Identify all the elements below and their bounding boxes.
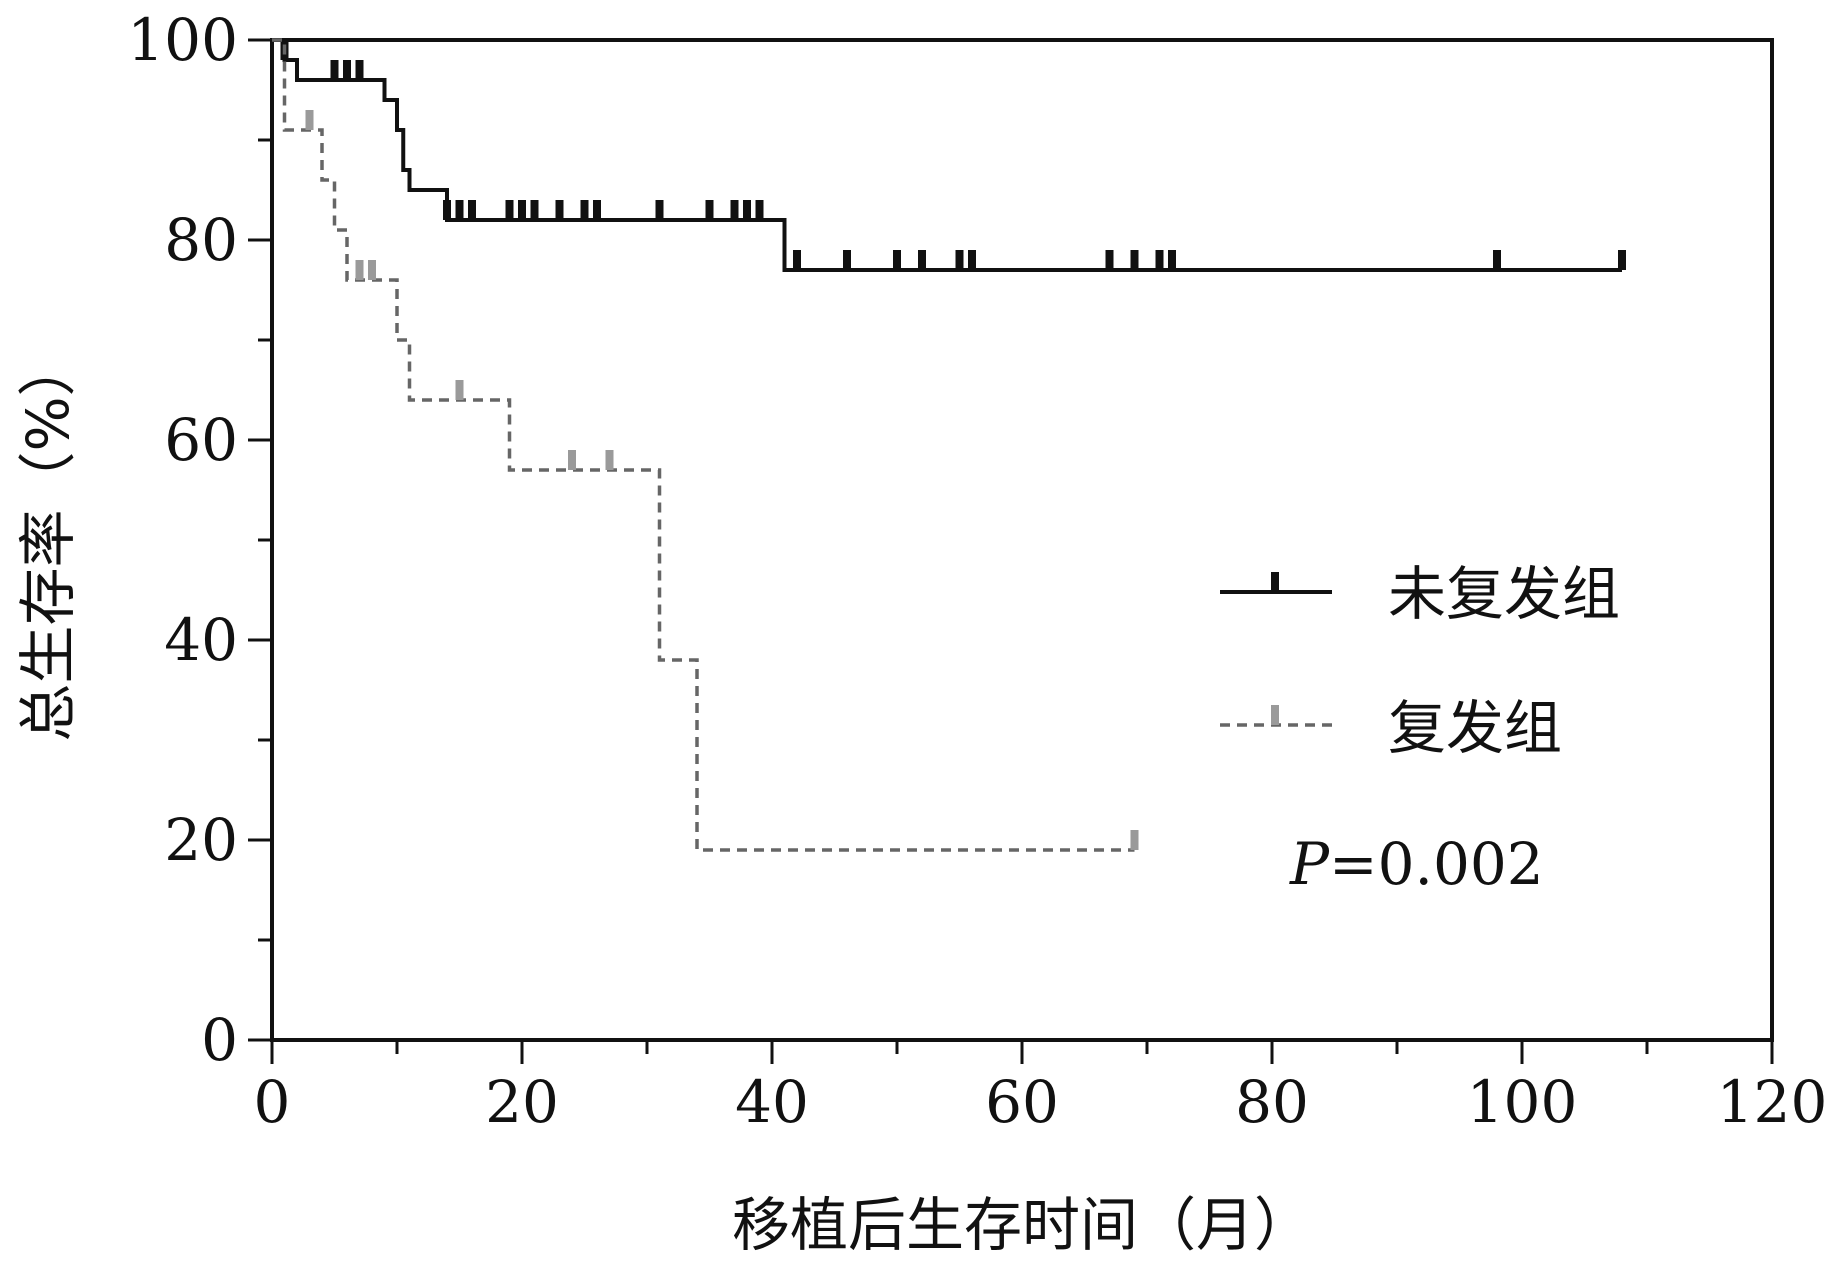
x-axis-title: 移植后生存时间（月） xyxy=(732,1191,1312,1259)
x-tick-label: 60 xyxy=(985,1068,1059,1136)
censor-mark-series-1 xyxy=(755,200,764,220)
x-tick-label: 80 xyxy=(1235,1068,1309,1136)
y-tick-label: 60 xyxy=(164,406,238,474)
legend-censor-series-2 xyxy=(1271,705,1279,725)
censor-mark-series-2 xyxy=(355,260,364,280)
censor-mark-series-2 xyxy=(1130,830,1139,850)
y-tick-label: 100 xyxy=(127,6,238,74)
minor-ticks xyxy=(258,138,1649,1054)
censor-mark-series-1 xyxy=(793,250,801,270)
censor-mark-series-1 xyxy=(968,250,976,270)
p-symbol: P xyxy=(1289,830,1330,898)
censor-mark-series-1 xyxy=(530,200,539,220)
censor-mark-series-1 xyxy=(555,200,564,220)
censor-mark-series-1 xyxy=(593,200,601,220)
censor-mark-series-2 xyxy=(368,260,376,280)
censor-mark-series-1 xyxy=(1130,250,1139,270)
legend-label-series-2: 复发组 xyxy=(1388,694,1562,762)
censor-mark-series-1 xyxy=(1618,250,1626,270)
y-axis-title: 总生存率（%） xyxy=(14,338,82,741)
y-tick-label: 20 xyxy=(164,806,238,874)
censor-mark-series-1 xyxy=(743,200,751,220)
censor-mark-series-1 xyxy=(1493,250,1501,270)
censor-mark-series-1 xyxy=(1105,250,1114,270)
censor-mark-series-1 xyxy=(355,60,364,80)
y-axis-ticks: 0 20 40 60 80 100 xyxy=(127,6,272,1074)
y-tick-label: 0 xyxy=(201,1006,238,1074)
censor-mark-series-1 xyxy=(343,60,351,80)
censor-mark-series-1 xyxy=(443,200,451,220)
series-line-1 xyxy=(272,38,1622,272)
legend-censor-series-1 xyxy=(1271,572,1279,592)
censor-mark-series-1 xyxy=(730,200,739,220)
x-axis-ticks: 0 20 40 60 80 100 120 xyxy=(254,1040,1828,1136)
plot-frame xyxy=(270,38,1774,1042)
censor-mark-series-1 xyxy=(505,200,514,220)
censor-mark-series-1 xyxy=(893,250,901,270)
censor-mark-series-1 xyxy=(580,200,589,220)
censor-mark-series-1 xyxy=(1168,250,1176,270)
y-tick-label: 40 xyxy=(164,606,238,674)
censor-mark-series-1 xyxy=(518,200,526,220)
censor-mark-series-1 xyxy=(468,200,476,220)
legend: 未复发组 复发组 xyxy=(1220,560,1620,762)
x-tick-label: 0 xyxy=(254,1068,291,1136)
legend-label-series-1: 未复发组 xyxy=(1388,560,1620,628)
censor-mark-series-2 xyxy=(605,450,614,470)
censor-mark-series-1 xyxy=(705,200,714,220)
censor-mark-series-2 xyxy=(305,110,314,130)
censor-mark-series-1 xyxy=(655,200,664,220)
censor-mark-series-1 xyxy=(330,60,339,80)
censor-mark-series-2 xyxy=(568,450,576,470)
x-tick-label: 120 xyxy=(1717,1068,1828,1136)
censor-mark-series-1 xyxy=(955,250,964,270)
censor-mark-series-1 xyxy=(455,200,464,220)
censor-mark-series-1 xyxy=(843,250,851,270)
censor-mark-series-1 xyxy=(918,250,926,270)
y-tick-label: 80 xyxy=(164,206,238,274)
censor-mark-series-2 xyxy=(455,380,464,400)
p-value-annotation: P=0.002 xyxy=(1289,830,1544,898)
x-tick-label: 20 xyxy=(485,1068,559,1136)
series-line-2 xyxy=(272,38,1135,852)
x-tick-label: 100 xyxy=(1467,1068,1578,1136)
series-layer xyxy=(272,38,1626,852)
x-tick-label: 40 xyxy=(735,1068,809,1136)
p-value: =0.002 xyxy=(1329,830,1544,898)
censor-mark-series-1 xyxy=(1155,250,1164,270)
